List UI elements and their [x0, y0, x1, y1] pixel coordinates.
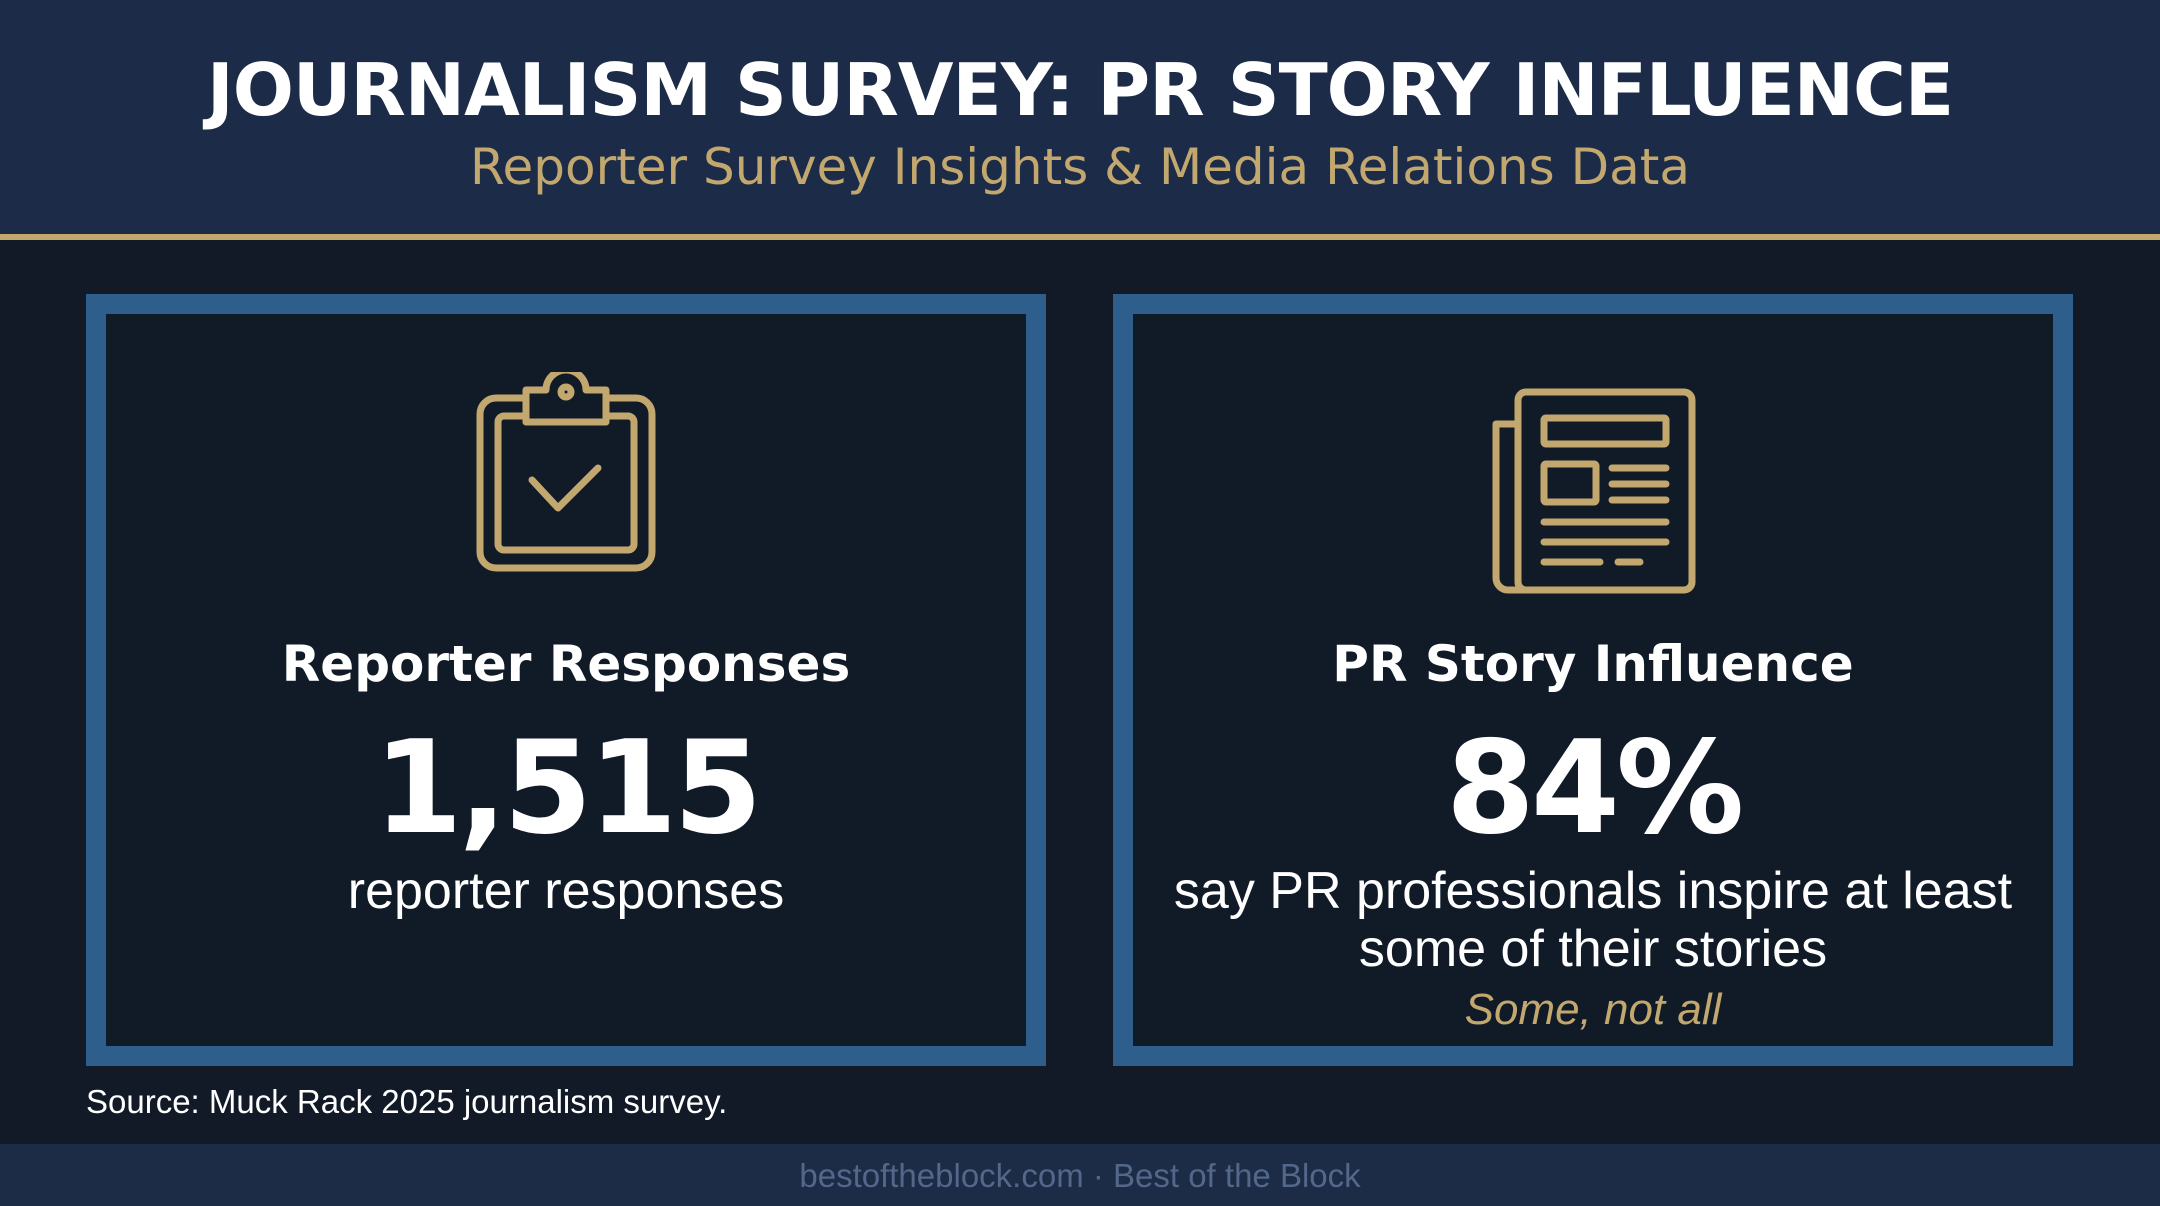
- clipboard-check-icon: [476, 372, 656, 572]
- stat-value: 84%: [1445, 714, 1744, 863]
- source-citation: Source: Muck Rack 2025 journalism survey…: [86, 1083, 728, 1120]
- card-title: Reporter Responses: [281, 635, 851, 693]
- newspaper-icon: [1492, 388, 1696, 594]
- card-title: PR Story Influence: [1332, 635, 1854, 693]
- page-subtitle: Reporter Survey Insights & Media Relatio…: [470, 138, 1690, 196]
- stat-note: Some, not all: [1464, 985, 1722, 1034]
- reporter-responses-card: Reporter Responses 1,515 reporter respon…: [86, 294, 1046, 1066]
- page-title: JOURNALISM SURVEY: PR STORY INFLUENCE: [206, 48, 1954, 132]
- header-divider: [0, 234, 2160, 240]
- header-banner: JOURNALISM SURVEY: PR STORY INFLUENCE Re…: [0, 0, 2160, 234]
- footer-bar: bestoftheblock.com · Best of the Block: [0, 1144, 2160, 1206]
- stat-value: 1,515: [373, 714, 763, 863]
- stat-description: reporter responses: [347, 862, 785, 920]
- stat-description: say PR professionals inspire at least so…: [1173, 862, 2013, 978]
- pr-story-influence-card: PR Story Influence 84% say PR profession…: [1113, 294, 2073, 1066]
- footer-credit: bestoftheblock.com · Best of the Block: [799, 1157, 1361, 1194]
